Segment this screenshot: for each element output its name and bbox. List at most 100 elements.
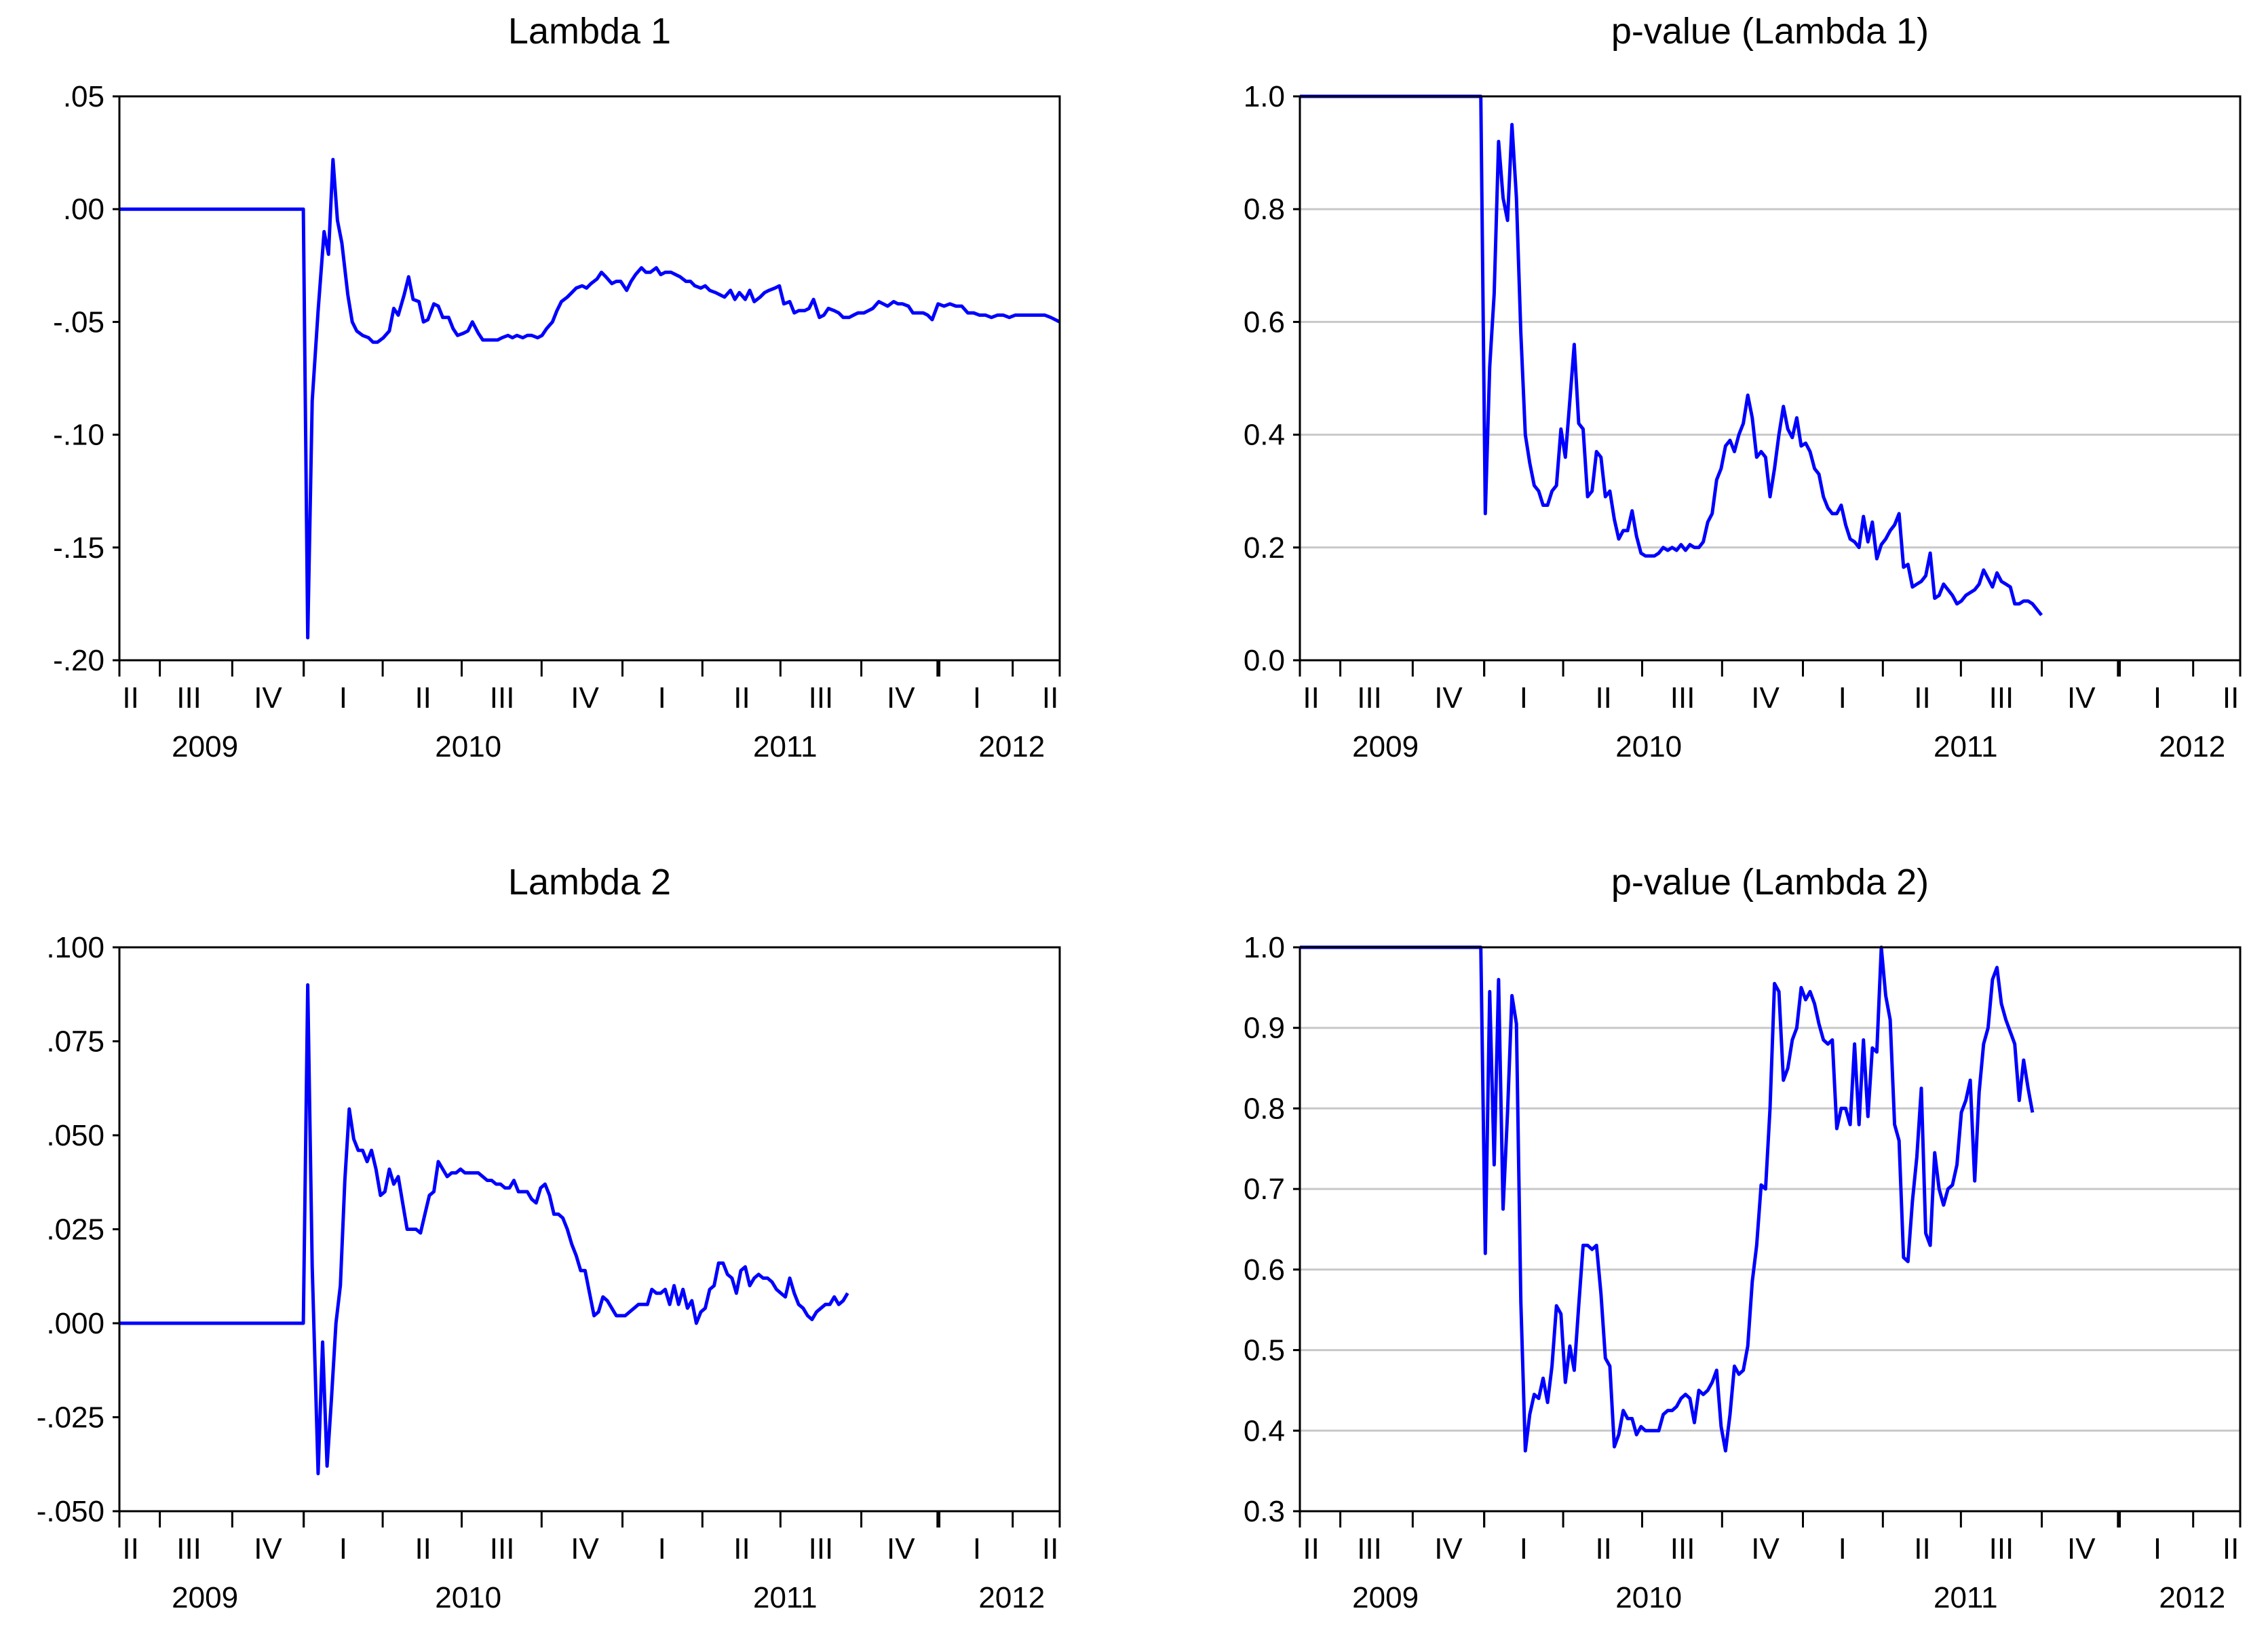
y-tick-label: 0.8	[1244, 193, 1285, 226]
x-quarter-label: II	[1595, 1532, 1611, 1565]
y-tick-label: 0.5	[1244, 1334, 1285, 1367]
y-tick-label: 0.6	[1244, 305, 1285, 339]
y-tick-label: .00	[63, 193, 104, 226]
x-year-label: 2012	[978, 1581, 1045, 1614]
x-quarter-label: I	[1520, 1532, 1528, 1565]
y-tick-label: .100	[46, 931, 104, 964]
chart-title: Lambda 2	[508, 862, 671, 903]
x-quarter-label: II	[733, 681, 750, 715]
y-tick-label: .050	[46, 1119, 104, 1152]
x-quarter-label: I	[658, 1532, 666, 1565]
series-line	[119, 983, 849, 1476]
y-tick-label: 0.4	[1244, 419, 1285, 452]
x-year-label: 2010	[1615, 1581, 1682, 1614]
x-quarter-label: III	[809, 1532, 834, 1565]
x-quarter-label: I	[2153, 681, 2161, 715]
y-tick-label: -.20	[53, 644, 104, 677]
y-tick-label: .075	[46, 1025, 104, 1059]
x-quarter-label: IV	[1434, 681, 1463, 715]
x-quarter-label: IV	[887, 1532, 915, 1565]
x-quarter-label: II	[1914, 681, 1930, 715]
x-quarter-label: IV	[254, 1532, 282, 1565]
plot-frame	[118, 946, 1061, 1513]
x-year-label: 2012	[2159, 730, 2225, 763]
x-year-label: 2010	[435, 730, 501, 763]
x-quarter-label: IV	[2067, 681, 2096, 715]
x-year-label: 2011	[1934, 1581, 1998, 1614]
x-quarter-label: III	[176, 1532, 201, 1565]
x-quarter-label: III	[1989, 1532, 2014, 1565]
x-quarter-label: III	[1357, 1532, 1382, 1565]
x-quarter-label: III	[176, 681, 201, 715]
y-tick-label: .000	[46, 1307, 104, 1340]
x-quarter-label: II	[1303, 1532, 1319, 1565]
chart-title: p-value (Lambda 1)	[1611, 11, 1929, 52]
x-quarter-label: I	[2153, 1532, 2161, 1565]
y-tick-label: 0.3	[1244, 1495, 1285, 1528]
x-quarter-label: II	[415, 1532, 431, 1565]
y-tick-label: -.025	[37, 1401, 104, 1435]
x-year-label: 2011	[753, 1581, 818, 1614]
x-quarter-label: III	[1357, 681, 1382, 715]
y-tick-label: 0.6	[1244, 1253, 1285, 1287]
x-quarter-label: I	[339, 681, 347, 715]
x-quarter-label: III	[1989, 681, 2014, 715]
x-quarter-label: I	[1839, 681, 1847, 715]
x-quarter-label: IV	[1751, 681, 1780, 715]
x-quarter-label: I	[339, 1532, 347, 1565]
x-quarter-label: IV	[254, 681, 282, 715]
x-quarter-label: III	[1670, 1532, 1695, 1565]
x-quarter-label: IV	[571, 1532, 599, 1565]
y-tick-label: 0.9	[1244, 1012, 1285, 1045]
x-year-label: 2012	[2159, 1581, 2225, 1614]
x-quarter-label: III	[1670, 681, 1695, 715]
x-quarter-label: II	[2223, 681, 2239, 715]
x-year-label: 2010	[435, 1581, 501, 1614]
x-quarter-label: II	[122, 1532, 138, 1565]
x-quarter-label: I	[973, 681, 981, 715]
y-tick-label: 0.2	[1244, 531, 1285, 565]
x-quarter-label: IV	[571, 681, 599, 715]
x-quarter-label: IV	[887, 681, 915, 715]
y-tick-label: -.10	[53, 419, 104, 452]
x-year-label: 2009	[172, 730, 238, 763]
series-line	[1300, 945, 2035, 1453]
plot-frame	[1299, 95, 2242, 662]
chart-title: p-value (Lambda 2)	[1611, 862, 1929, 903]
x-quarter-label: IV	[2067, 1532, 2096, 1565]
x-year-label: 2010	[1615, 730, 1682, 763]
y-tick-label: .025	[46, 1213, 104, 1247]
x-quarter-label: IV	[1434, 1532, 1463, 1565]
x-year-label: 2009	[1352, 730, 1419, 763]
y-tick-label: -.15	[53, 531, 104, 565]
y-tick-label: 0.4	[1244, 1414, 1285, 1447]
plot-frame	[1299, 946, 2242, 1513]
y-tick-label: 1.0	[1244, 80, 1285, 113]
x-quarter-label: III	[490, 681, 515, 715]
x-year-label: 2012	[978, 730, 1045, 763]
y-tick-label: -.05	[53, 305, 104, 339]
y-tick-label: -.050	[37, 1495, 104, 1528]
x-quarter-label: II	[1042, 1532, 1058, 1565]
x-quarter-label: I	[1839, 1532, 1847, 1565]
x-quarter-label: III	[490, 1532, 515, 1565]
y-tick-label: 1.0	[1244, 931, 1285, 964]
x-quarter-label: I	[1520, 681, 1528, 715]
plot-frame	[118, 95, 1061, 662]
y-tick-label: 0.7	[1244, 1173, 1285, 1206]
x-quarter-label: II	[1595, 681, 1611, 715]
x-quarter-label: III	[809, 681, 834, 715]
x-quarter-label: IV	[1751, 1532, 1780, 1565]
x-quarter-label: I	[658, 681, 666, 715]
x-year-label: 2011	[1934, 730, 1998, 763]
x-quarter-label: II	[122, 681, 138, 715]
x-quarter-label: II	[1303, 681, 1319, 715]
x-quarter-label: II	[733, 1532, 750, 1565]
y-tick-label: 0.8	[1244, 1092, 1285, 1125]
x-year-label: 2011	[753, 730, 818, 763]
x-quarter-label: II	[1042, 681, 1058, 715]
x-quarter-label: II	[1914, 1532, 1930, 1565]
x-year-label: 2009	[172, 1581, 238, 1614]
x-quarter-label: II	[2223, 1532, 2239, 1565]
